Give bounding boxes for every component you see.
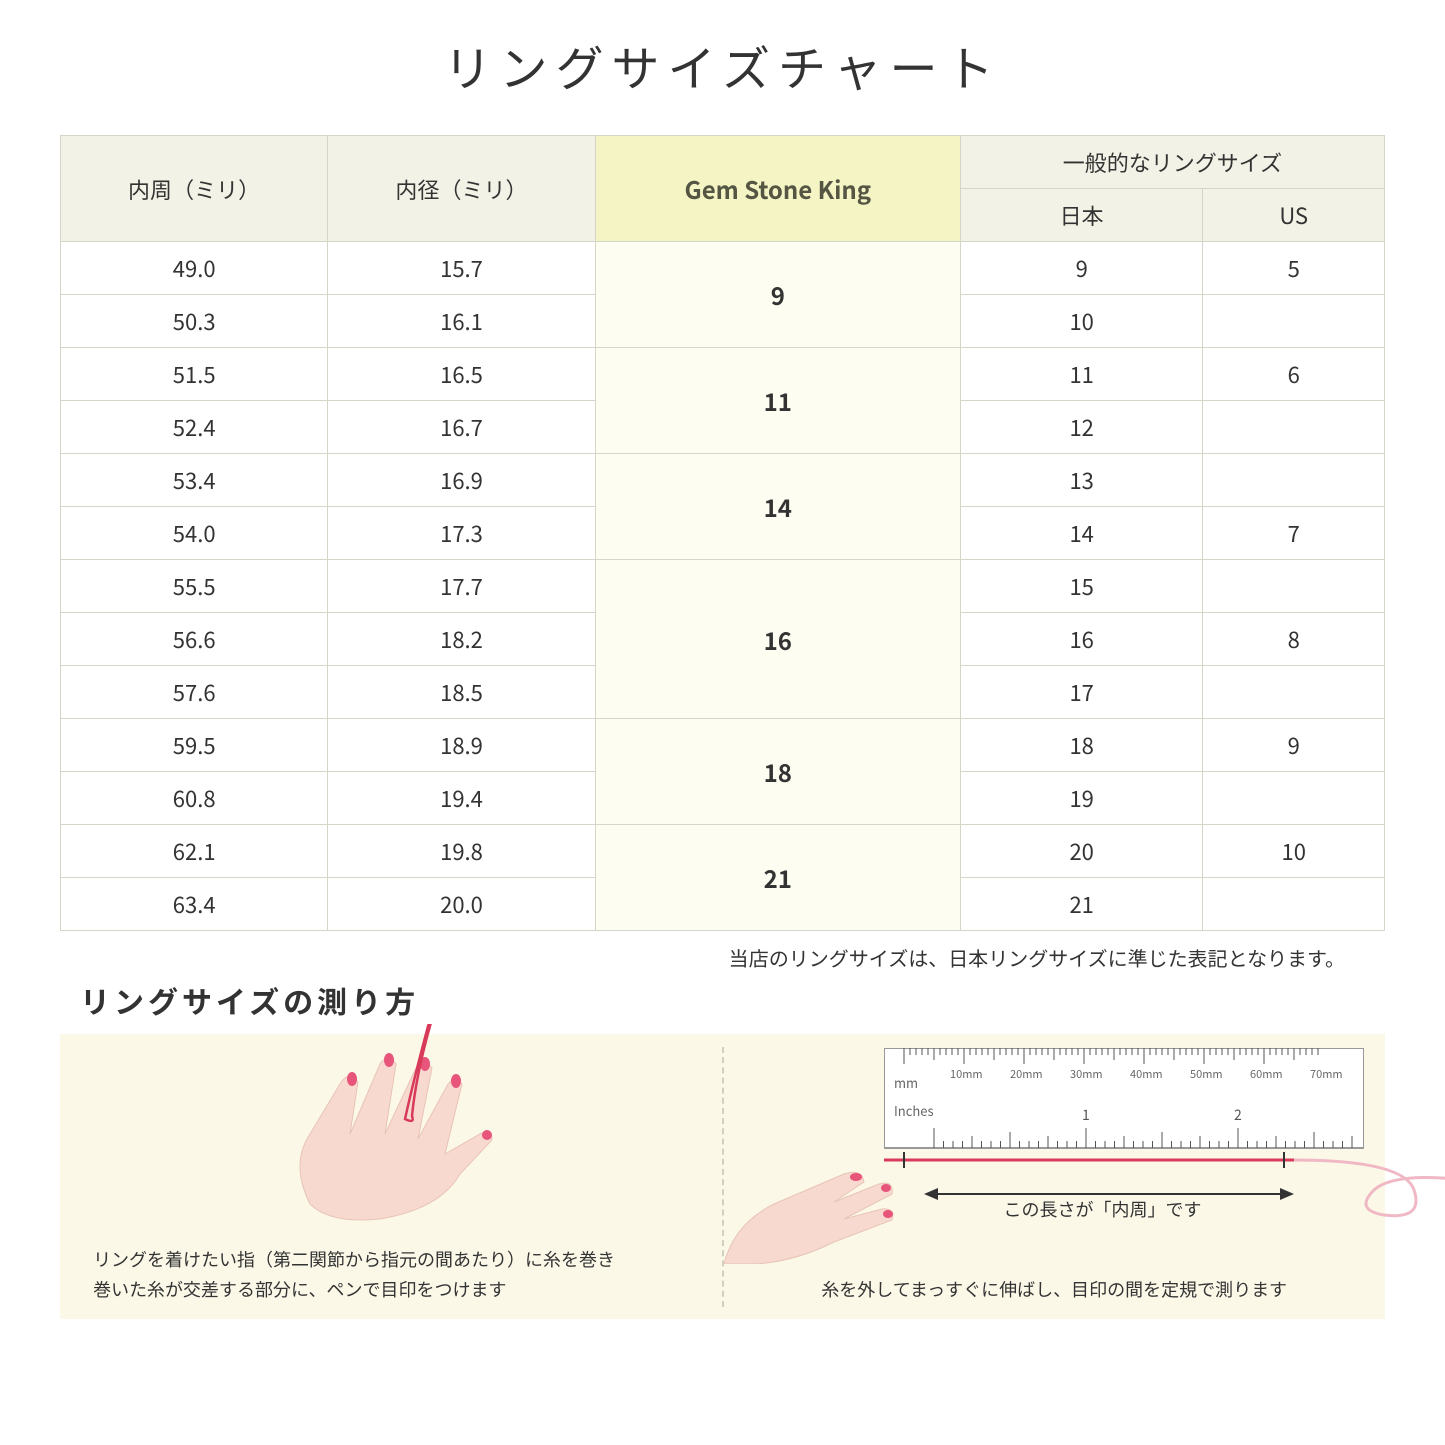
cell-circumference: 53.4 (61, 454, 328, 507)
cell-us (1203, 560, 1385, 613)
size-chart-table: 内周（ミリ） 内径（ミリ） Gem Stone King 一般的なリングサイズ … (60, 135, 1385, 931)
howto-section: リングを着けたい指（第二関節から指元の間あたり）に糸を巻き 巻いた糸が交差する部… (60, 1034, 1385, 1319)
cell-us (1203, 878, 1385, 931)
cell-japan: 18 (960, 719, 1202, 772)
cell-us: 8 (1203, 613, 1385, 666)
cell-japan: 11 (960, 348, 1202, 401)
panel-measure: mm Inches 10mm20mm30mm40mm50mm60mm70mm 1… (724, 1034, 1386, 1319)
howto-title: リングサイズの測り方 (80, 978, 1385, 1022)
cell-diameter: 17.3 (328, 507, 595, 560)
header-us: US (1203, 189, 1385, 242)
cell-japan: 20 (960, 825, 1202, 878)
cell-circumference: 49.0 (61, 242, 328, 295)
hand-illustration-icon (180, 1024, 600, 1234)
cell-japan: 12 (960, 401, 1202, 454)
svg-text:70mm: 70mm (1310, 1066, 1343, 1082)
cell-circumference: 59.5 (61, 719, 328, 772)
cell-circumference: 55.5 (61, 560, 328, 613)
cell-diameter: 16.1 (328, 295, 595, 348)
header-general: 一般的なリングサイズ (960, 136, 1384, 189)
cell-gsk: 21 (595, 825, 960, 931)
cell-japan: 17 (960, 666, 1202, 719)
cell-circumference: 63.4 (61, 878, 328, 931)
cell-us: 10 (1203, 825, 1385, 878)
cell-japan: 19 (960, 772, 1202, 825)
svg-text:50mm: 50mm (1190, 1066, 1223, 1082)
cell-circumference: 50.3 (61, 295, 328, 348)
cell-circumference: 62.1 (61, 825, 328, 878)
cell-diameter: 16.7 (328, 401, 595, 454)
cell-circumference: 60.8 (61, 772, 328, 825)
header-japan: 日本 (960, 189, 1202, 242)
cell-diameter: 16.5 (328, 348, 595, 401)
cell-us (1203, 772, 1385, 825)
cell-gsk: 14 (595, 454, 960, 560)
table-row: 51.516.511116 (61, 348, 1385, 401)
cell-japan: 21 (960, 878, 1202, 931)
cell-japan: 15 (960, 560, 1202, 613)
circumference-label: この長さが「内周」です (1004, 1196, 1202, 1222)
panel2-caption: 糸を外してまっすぐに伸ばし、目印の間を定規で測ります (757, 1274, 1352, 1305)
cell-japan: 9 (960, 242, 1202, 295)
cell-circumference: 57.6 (61, 666, 328, 719)
cell-us (1203, 666, 1385, 719)
cell-us (1203, 454, 1385, 507)
cell-us: 6 (1203, 348, 1385, 401)
panel-wrap-thread: リングを着けたい指（第二関節から指元の間あたり）に糸を巻き 巻いた糸が交差する部… (60, 1034, 722, 1319)
cell-japan: 10 (960, 295, 1202, 348)
cell-japan: 13 (960, 454, 1202, 507)
page-title: リングサイズチャート (60, 30, 1385, 100)
table-row: 55.517.71615 (61, 560, 1385, 613)
cell-gsk: 11 (595, 348, 960, 454)
svg-text:20mm: 20mm (1010, 1066, 1043, 1082)
cell-us: 7 (1203, 507, 1385, 560)
svg-text:mm: mm (894, 1073, 918, 1092)
cell-diameter: 16.9 (328, 454, 595, 507)
cell-circumference: 54.0 (61, 507, 328, 560)
cell-us: 9 (1203, 719, 1385, 772)
table-row: 59.518.918189 (61, 719, 1385, 772)
cell-circumference: 51.5 (61, 348, 328, 401)
svg-text:40mm: 40mm (1130, 1066, 1163, 1082)
cell-diameter: 19.8 (328, 825, 595, 878)
svg-text:60mm: 60mm (1250, 1066, 1283, 1082)
cell-us (1203, 401, 1385, 454)
panel1-caption: リングを着けたい指（第二関節から指元の間あたり）に糸を巻き 巻いた糸が交差する部… (93, 1244, 688, 1305)
cell-gsk: 9 (595, 242, 960, 348)
cell-diameter: 19.4 (328, 772, 595, 825)
cell-diameter: 15.7 (328, 242, 595, 295)
header-gsk: Gem Stone King (595, 136, 960, 242)
table-row: 53.416.91413 (61, 454, 1385, 507)
table-row: 49.015.7995 (61, 242, 1385, 295)
cell-diameter: 18.9 (328, 719, 595, 772)
cell-japan: 16 (960, 613, 1202, 666)
svg-text:30mm: 30mm (1070, 1066, 1103, 1082)
cell-us: 5 (1203, 242, 1385, 295)
table-row: 62.119.8212010 (61, 825, 1385, 878)
cell-diameter: 18.2 (328, 613, 595, 666)
cell-diameter: 18.5 (328, 666, 595, 719)
header-circumference: 内周（ミリ） (61, 136, 328, 242)
cell-japan: 14 (960, 507, 1202, 560)
footnote: 当店のリングサイズは、日本リングサイズに準じた表記となります。 (60, 943, 1385, 972)
header-diameter: 内径（ミリ） (328, 136, 595, 242)
cell-circumference: 52.4 (61, 401, 328, 454)
cell-diameter: 17.7 (328, 560, 595, 613)
svg-text:10mm: 10mm (950, 1066, 983, 1082)
cell-diameter: 20.0 (328, 878, 595, 931)
cell-gsk: 18 (595, 719, 960, 825)
cell-us (1203, 295, 1385, 348)
cell-gsk: 16 (595, 560, 960, 719)
thread-line-icon (844, 1120, 1445, 1240)
cell-circumference: 56.6 (61, 613, 328, 666)
